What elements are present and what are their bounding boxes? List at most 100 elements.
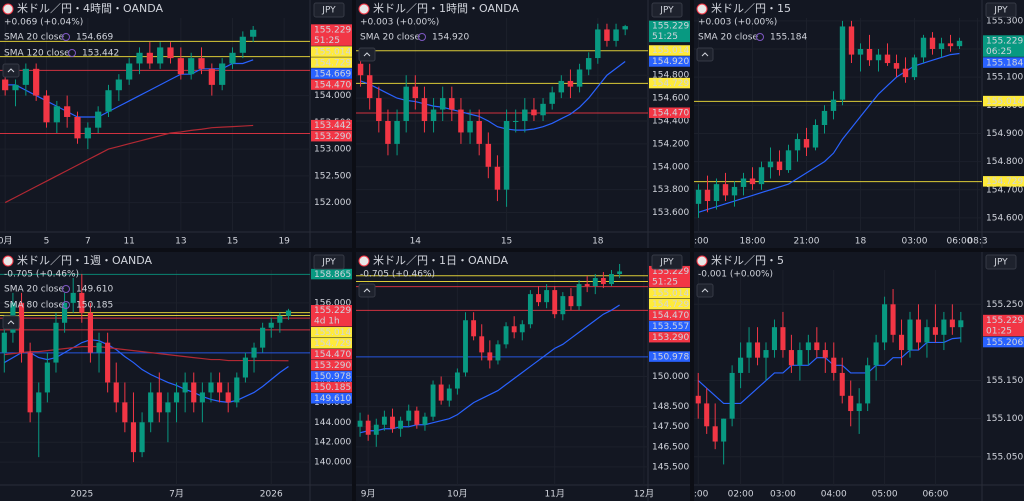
candle-body (22, 68, 29, 85)
y-tick-label: 154.600 (652, 94, 689, 104)
candle-body (794, 139, 801, 151)
candle-body (403, 86, 409, 121)
candle-body (74, 116, 81, 139)
candle-body (814, 342, 820, 351)
price-label (983, 336, 1024, 348)
candle-body (567, 80, 574, 87)
x-tick-label: 05:00 (872, 490, 898, 500)
collapse-icon (701, 288, 709, 293)
price-label-text: 155.229 (986, 316, 1023, 326)
currency-button[interactable] (651, 2, 683, 18)
candle-body (208, 68, 215, 85)
candle-body (18, 302, 25, 353)
currency-label: JPY (993, 6, 1008, 16)
price-label (649, 20, 690, 43)
candle-body (398, 420, 404, 429)
candle-body (219, 63, 226, 85)
collapse-button[interactable] (2, 315, 20, 330)
y-tick-label: 155.250 (986, 300, 1023, 310)
x-tick-label: 18 (592, 237, 604, 247)
candle-body (182, 382, 188, 393)
candle-body (584, 284, 590, 287)
y-tick-label: 154.800 (986, 157, 1023, 167)
collapse-button[interactable] (2, 63, 20, 78)
currency-label: JPY (321, 258, 336, 268)
candle-body (494, 166, 501, 190)
sma-line (4, 346, 289, 362)
candle-body (487, 352, 493, 361)
candle-body (613, 29, 619, 41)
x-tick-label: 03:00 (770, 490, 796, 500)
price-label-text: 153.290 (652, 333, 689, 343)
collapse-button[interactable] (358, 47, 376, 62)
candle-body (511, 326, 517, 333)
candle-body (785, 150, 792, 171)
price-label-text: 155.229 (314, 306, 351, 316)
candle-body (552, 290, 558, 315)
candle-body (146, 52, 153, 64)
candle-body (767, 161, 774, 168)
price-label (649, 351, 690, 362)
y-tick-label: 153.600 (652, 208, 689, 218)
candle-body (540, 103, 546, 116)
sma-line (697, 337, 961, 405)
candle-body (406, 410, 412, 421)
indicator-name: SMA 80 close (4, 301, 64, 311)
price-label (649, 298, 690, 310)
candle-body (471, 320, 477, 337)
candle-body (242, 357, 248, 378)
candle-body (713, 184, 720, 202)
price-label (311, 130, 352, 142)
price-label-text: 155.014 (986, 97, 1023, 107)
price-label (311, 268, 352, 280)
y-tick-label: 155.100 (986, 73, 1023, 83)
currency-button[interactable] (313, 2, 345, 18)
price-change: -0.705 (+0.46%) (360, 270, 435, 280)
price-label-text: 150.185 (314, 383, 351, 393)
candle-body (412, 86, 419, 99)
chart-title: 米ドル／円・1日・OANDA (373, 254, 508, 267)
indicator-value: 153.442 (82, 49, 119, 59)
symbol-flag (2, 3, 14, 15)
price-label (311, 360, 352, 371)
y-tick-label: 152.000 (314, 198, 351, 208)
candle-body (595, 29, 601, 59)
candle-body (585, 58, 592, 70)
currency-button[interactable] (985, 2, 1017, 18)
collapse-button[interactable] (696, 47, 714, 62)
symbol-flag (2, 255, 14, 267)
symbol-flag (358, 3, 370, 15)
price-label-text: 154.470 (314, 350, 351, 360)
collapse-button[interactable] (358, 283, 376, 298)
price-label-text: 153.290 (314, 361, 351, 371)
collapse-button[interactable] (696, 283, 714, 298)
chart-panel: 154.000153.500153.000152.500152.0000月571… (0, 0, 352, 248)
candle-body (467, 120, 473, 133)
chart-panel: 155.250 155.150 155.100 155.050 1:00 02:00 03:… (688, 252, 1024, 501)
currency-button[interactable] (985, 254, 1017, 270)
currency-button[interactable] (313, 254, 345, 270)
price-label-text: 155.014 (314, 328, 351, 338)
candle-body (884, 54, 891, 64)
candle-body (250, 29, 257, 37)
candle-body (251, 347, 257, 358)
candle-body (495, 344, 501, 361)
price-label-text: 153.557 (652, 322, 689, 332)
candle-body (839, 26, 846, 100)
candle-body (234, 377, 240, 403)
symbol-flag (696, 3, 708, 15)
candle-body (260, 327, 266, 348)
x-tick-label: 1:00 (688, 490, 708, 500)
price-label-text: 155.206 (986, 338, 1023, 348)
price-label-text: 154.470 (652, 311, 689, 321)
candle-body (430, 109, 437, 121)
candle-body (776, 161, 783, 171)
currency-button[interactable] (651, 254, 683, 270)
candle-body (285, 310, 292, 316)
y-tick-label: 147.500 (652, 422, 689, 432)
candle-body (848, 26, 855, 55)
currency-label: JPY (321, 6, 336, 16)
x-tick-label: 08:3 (967, 237, 987, 247)
candle-body (549, 92, 555, 104)
